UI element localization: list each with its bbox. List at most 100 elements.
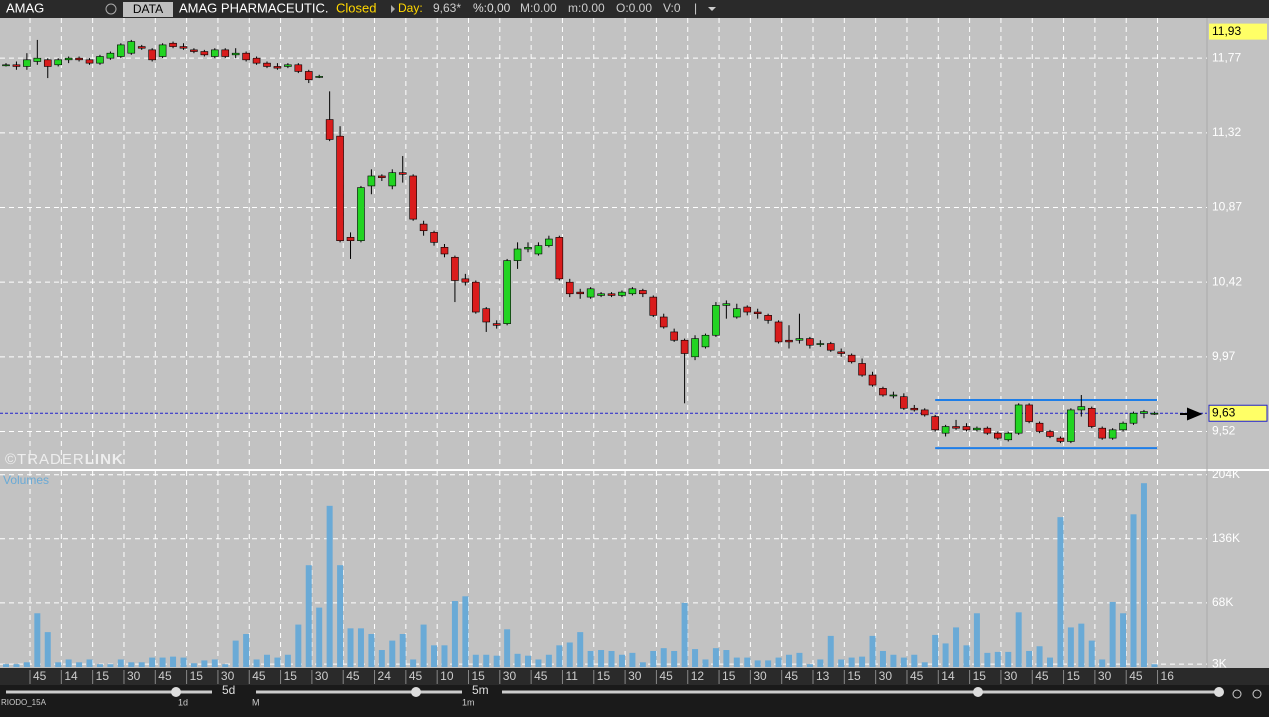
period: Day:: [398, 1, 423, 15]
candle-body: [962, 426, 971, 431]
volume-bar: [96, 664, 103, 667]
candle-body: [774, 321, 783, 343]
candle-body: [607, 293, 616, 296]
volume-bar: [305, 565, 312, 667]
symbol[interactable]: AMAG: [6, 0, 44, 15]
volume-bar: [973, 613, 980, 667]
candle-body: [106, 52, 115, 59]
volume-bar: [431, 645, 438, 667]
volume-bar: [170, 656, 177, 667]
volume-bar: [326, 505, 333, 667]
volume-bar: [650, 650, 657, 667]
candle-body: [461, 278, 470, 283]
candle-body: [23, 59, 31, 67]
period-handle[interactable]: [411, 687, 421, 697]
menu-arrow[interactable]: [708, 7, 716, 11]
candle-body: [1150, 412, 1159, 415]
price: 9,63*: [433, 1, 461, 15]
y-tick-label: 136K: [1212, 531, 1240, 545]
x-tick-label: 45: [158, 669, 172, 683]
candle-body: [1140, 411, 1148, 414]
candle-body: [1025, 404, 1033, 422]
x-tick-label: 15: [284, 669, 298, 683]
volume-bar: [472, 654, 479, 667]
candle-body: [576, 291, 585, 295]
volume-bar: [295, 624, 302, 667]
volume-bar: [86, 659, 93, 667]
x-tick-label: 30: [879, 669, 893, 683]
scroll-end-handle[interactable]: [1214, 687, 1224, 697]
volume-bar: [420, 624, 427, 667]
volume-bar: [264, 654, 270, 667]
candle-body: [586, 288, 595, 298]
candle-body: [492, 323, 501, 326]
candle-body: [96, 56, 104, 64]
candle-body: [367, 175, 376, 187]
candle-body: [1067, 409, 1075, 442]
volume-bar: [1036, 646, 1043, 667]
x-tick-label: 15: [471, 669, 485, 683]
volume-bar: [253, 659, 260, 667]
x-tick-label: 15: [722, 669, 736, 683]
volume-bar: [702, 659, 709, 667]
zoom-handle[interactable]: [171, 687, 181, 697]
volume-bar: [1088, 640, 1095, 667]
candle-body: [200, 51, 209, 56]
candle-body: [941, 426, 950, 434]
x-tick-label: 24: [378, 669, 392, 683]
x-tick-label: 45: [346, 669, 360, 683]
volume-bar: [378, 650, 385, 667]
candle-body: [75, 57, 83, 61]
candle-body: [565, 281, 574, 295]
volume-bar: [274, 657, 281, 667]
candle-body: [325, 119, 334, 140]
candle-body: [1035, 422, 1044, 432]
candle-body: [336, 135, 344, 241]
source[interactable]: DATA: [133, 2, 163, 16]
candle-body: [1004, 432, 1013, 441]
volume-bar: [243, 634, 250, 667]
candle-body: [973, 427, 981, 431]
candle-body: [346, 237, 355, 241]
volume-bar: [754, 660, 761, 667]
candle-body: [879, 388, 887, 396]
volume-bar: [410, 659, 417, 667]
volume-bar: [1140, 483, 1147, 667]
volume-bar: [389, 640, 396, 667]
volume-bar: [128, 662, 135, 667]
instrument-name: AMAG PHARMACEUTIC.: [179, 0, 329, 15]
scroll-handle[interactable]: [973, 687, 983, 697]
volume-bar: [441, 645, 448, 667]
volume-bar: [629, 652, 636, 667]
zoom-out-icon[interactable]: [1232, 689, 1242, 699]
volume-bar: [368, 634, 375, 667]
y-tick-label: 9,97: [1212, 349, 1236, 363]
volume-bar: [712, 648, 719, 667]
candle-body: [43, 59, 52, 67]
period-label: 5m: [472, 683, 489, 697]
candle-body: [315, 76, 324, 78]
volume-bar: [681, 602, 688, 667]
volume-bar: [1109, 601, 1116, 667]
zoom-in-icon[interactable]: [1252, 689, 1262, 699]
candle-body: [555, 237, 564, 280]
indicator: RIODO_15A: [1, 698, 47, 707]
candle-body: [868, 374, 877, 386]
refresh-icon[interactable]: [105, 3, 117, 15]
volume-bar: [23, 662, 30, 667]
candle-body: [398, 172, 407, 175]
watermark-brand: ©TRADER: [5, 451, 85, 468]
volume-bar: [963, 645, 970, 667]
source-box[interactable]: [123, 2, 173, 17]
candle-body: [1046, 431, 1054, 437]
volume-bar: [201, 660, 208, 667]
candle-body: [430, 232, 438, 243]
candle-body: [304, 71, 313, 81]
x-tick-label: 16: [1161, 669, 1175, 683]
volume-bar: [117, 659, 124, 667]
x-tick-label: 30: [221, 669, 235, 683]
expand-icon[interactable]: [391, 5, 395, 13]
volume-bar: [76, 662, 83, 667]
last-price-label: 9,63: [1212, 405, 1236, 419]
